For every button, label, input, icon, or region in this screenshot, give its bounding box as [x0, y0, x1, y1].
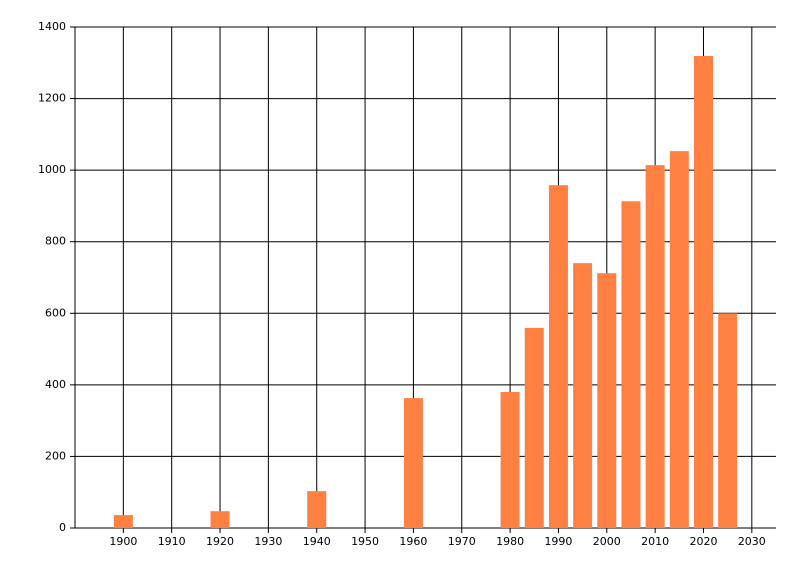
y-tick-label: 800	[45, 235, 66, 248]
x-tick-label: 2020	[689, 535, 717, 548]
y-tick-label: 200	[45, 449, 66, 462]
bar	[573, 263, 593, 528]
bar	[500, 392, 520, 528]
bar	[645, 165, 665, 528]
bar	[548, 185, 568, 528]
y-tick-label: 400	[45, 378, 66, 391]
y-tick-label: 1200	[38, 92, 66, 105]
y-tick-label: 0	[59, 521, 66, 534]
bar	[307, 491, 327, 528]
x-tick-label: 1940	[303, 535, 331, 548]
bar	[693, 55, 713, 529]
x-tick-label: 2030	[738, 535, 766, 548]
x-tick-label: 1960	[399, 535, 427, 548]
y-tick-label: 1400	[38, 20, 66, 33]
x-tick-label: 1900	[109, 535, 137, 548]
x-tick-label: 2000	[593, 535, 621, 548]
x-tick-label: 1970	[448, 535, 476, 548]
x-tick-label: 1980	[496, 535, 524, 548]
bar	[669, 151, 689, 528]
y-tick-label: 1000	[38, 163, 66, 176]
x-tick-label: 2010	[641, 535, 669, 548]
x-tick-label: 1930	[254, 535, 282, 548]
bar	[210, 511, 230, 528]
x-tick-label: 1990	[544, 535, 572, 548]
bar	[718, 313, 738, 528]
x-tick-label: 1920	[206, 535, 234, 548]
bar	[597, 273, 617, 528]
y-tick-label: 600	[45, 306, 66, 319]
bar	[621, 201, 641, 528]
bar	[403, 398, 423, 528]
x-tick-label: 1950	[351, 535, 379, 548]
x-tick-label: 1910	[158, 535, 186, 548]
bar	[524, 327, 544, 528]
bar	[113, 515, 133, 528]
